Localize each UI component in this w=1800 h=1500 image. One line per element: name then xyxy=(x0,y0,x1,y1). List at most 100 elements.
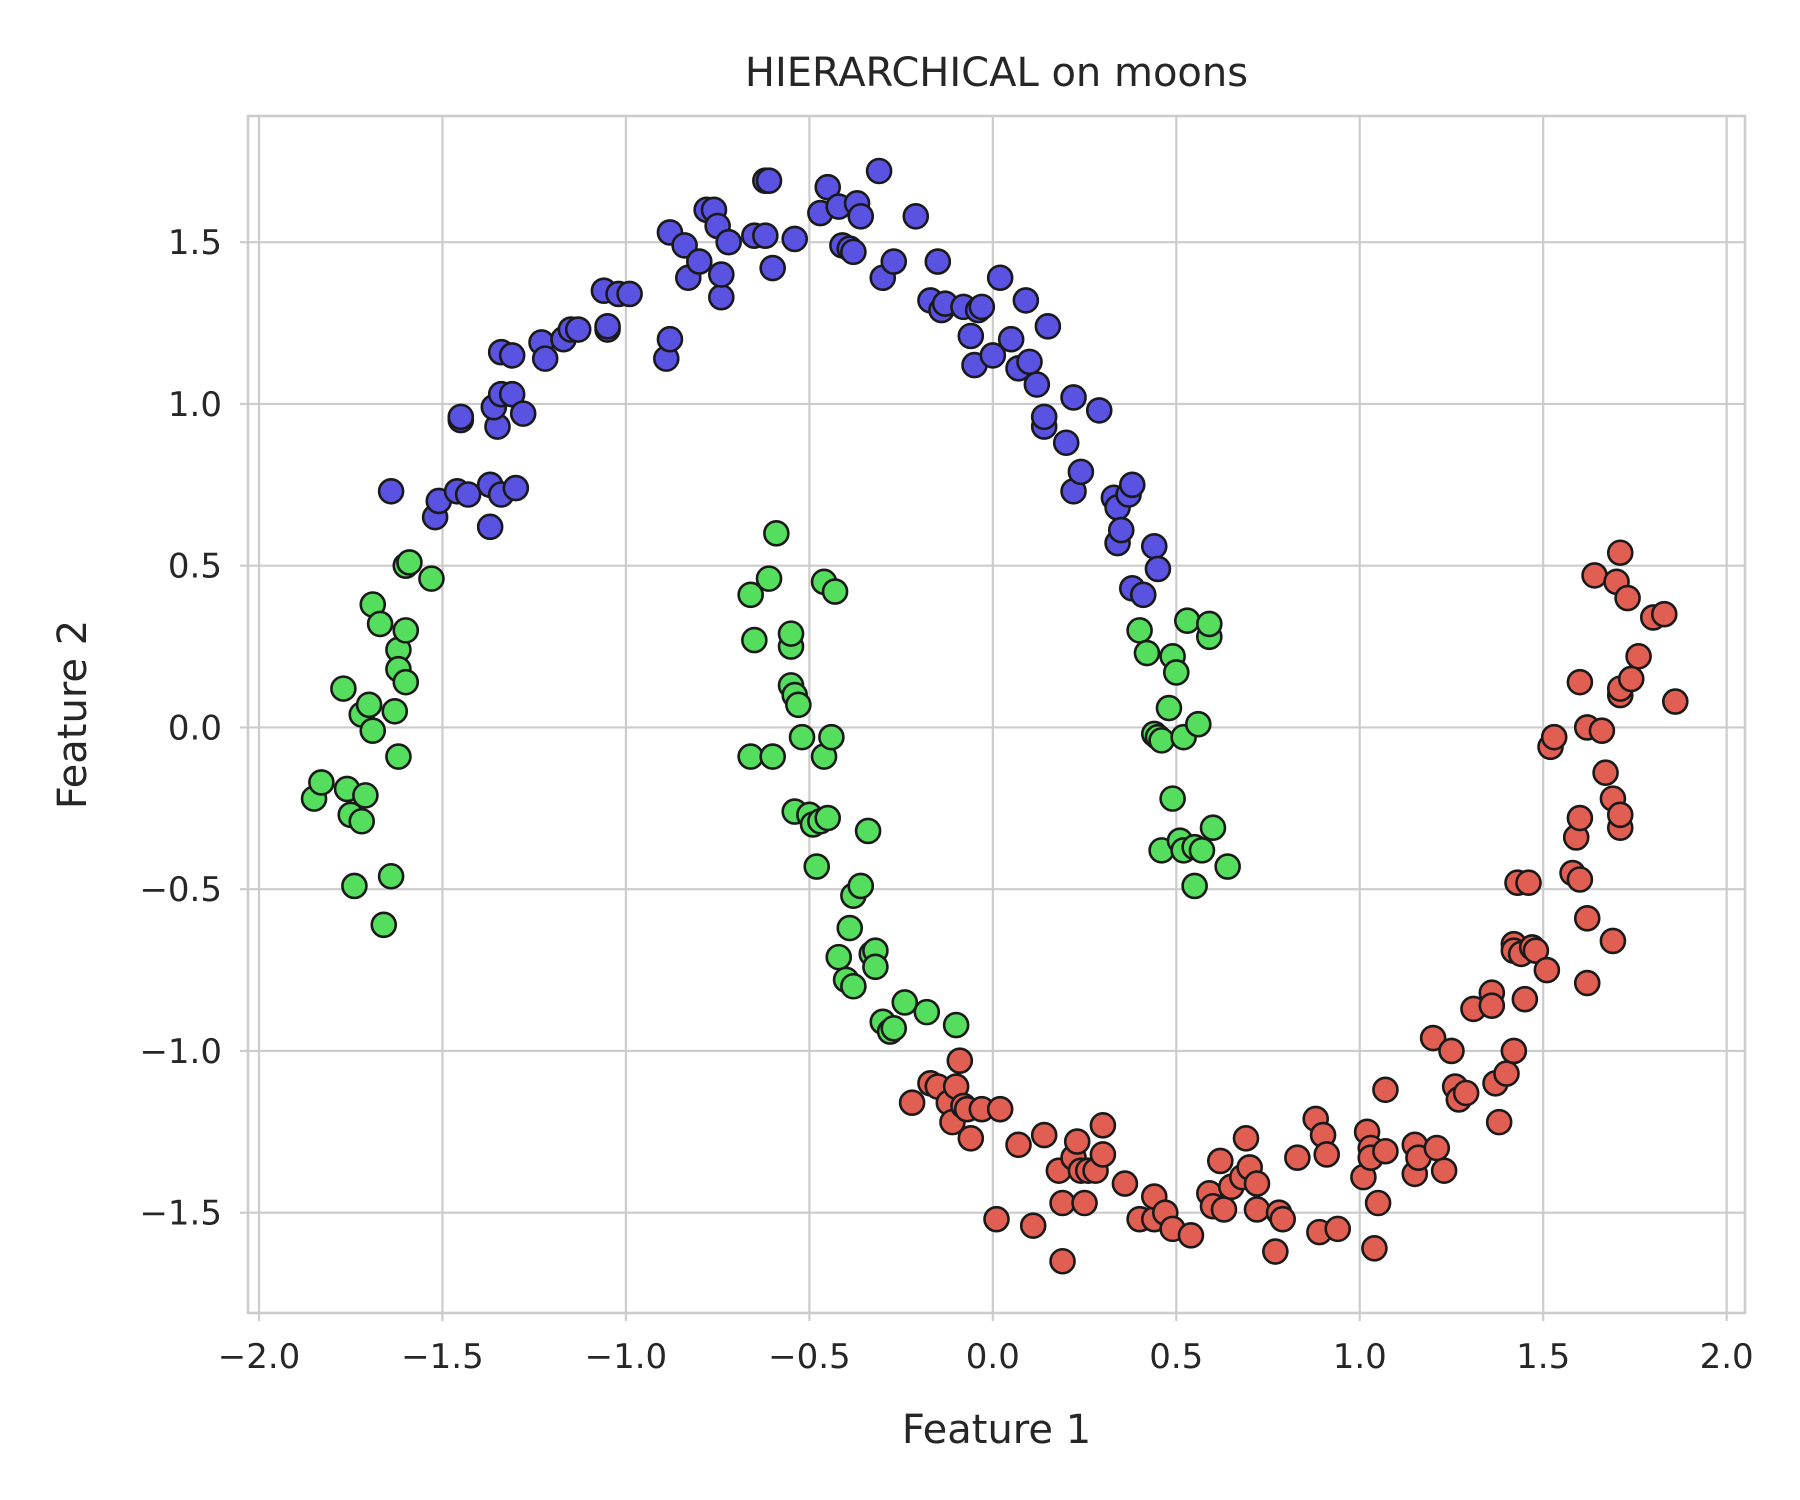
y-tick-label: −0.5 xyxy=(139,870,222,910)
data-point xyxy=(803,853,831,880)
data-point xyxy=(1284,1144,1311,1172)
data-point xyxy=(1650,600,1678,628)
data-point xyxy=(1606,539,1634,567)
data-point xyxy=(1140,532,1168,560)
data-point xyxy=(785,691,812,719)
data-point xyxy=(1243,1196,1271,1223)
data-point xyxy=(1162,659,1190,686)
data-point xyxy=(1625,642,1652,670)
data-point xyxy=(1181,872,1208,900)
data-point xyxy=(1478,992,1506,1019)
data-point xyxy=(1262,1238,1289,1265)
data-point xyxy=(1012,287,1040,314)
data-point xyxy=(1430,1157,1458,1184)
x-tick-label: 0.0 xyxy=(966,1337,1020,1377)
data-point xyxy=(377,862,405,890)
data-point xyxy=(1030,1121,1058,1149)
data-point xyxy=(1049,1247,1076,1275)
y-axis-label: Feature 2 xyxy=(50,620,96,809)
data-point xyxy=(968,293,996,321)
data-point xyxy=(1423,1134,1451,1162)
data-point xyxy=(1599,927,1627,955)
data-point xyxy=(814,804,842,832)
data-point xyxy=(1573,969,1601,997)
data-point xyxy=(1232,1125,1260,1152)
data-point xyxy=(741,626,768,654)
data-point xyxy=(1089,1141,1117,1168)
x-axis-label: Feature 1 xyxy=(902,1407,1091,1453)
data-point xyxy=(942,1011,970,1039)
data-point xyxy=(1133,639,1161,667)
data-point xyxy=(924,248,952,275)
data-point xyxy=(1372,1137,1399,1165)
data-point xyxy=(355,691,383,719)
data-point xyxy=(377,477,405,505)
x-tick-label: 1.5 xyxy=(1516,1337,1570,1377)
data-point xyxy=(1364,1189,1392,1217)
data-point xyxy=(1324,1215,1352,1243)
data-point xyxy=(1052,429,1080,457)
data-point xyxy=(370,911,398,939)
x-tick-label: −2.0 xyxy=(218,1337,301,1377)
data-point xyxy=(777,620,805,647)
data-point xyxy=(1243,1170,1271,1197)
data-point xyxy=(1661,688,1689,715)
data-point xyxy=(1019,1212,1047,1239)
data-point xyxy=(418,565,445,592)
data-point xyxy=(341,872,368,900)
data-point xyxy=(715,228,742,256)
data-point xyxy=(381,697,409,725)
data-point xyxy=(1606,801,1634,829)
data-point xyxy=(1085,397,1113,424)
data-point xyxy=(564,316,592,343)
data-point xyxy=(818,723,845,751)
data-point xyxy=(656,325,684,353)
y-tick-label: 1.0 xyxy=(168,385,222,425)
data-point xyxy=(1566,668,1594,696)
data-point xyxy=(509,400,537,427)
data-point xyxy=(836,914,864,942)
data-point xyxy=(1566,866,1594,893)
data-point xyxy=(1159,785,1186,812)
data-point xyxy=(957,1125,985,1152)
data-point xyxy=(366,610,394,638)
data-point xyxy=(781,225,808,253)
x-tick-label: −0.5 xyxy=(768,1337,851,1377)
data-point xyxy=(759,743,786,770)
data-point xyxy=(847,872,875,900)
data-point xyxy=(1500,1037,1528,1065)
data-point xyxy=(1533,956,1561,984)
data-point xyxy=(1060,384,1087,411)
data-point xyxy=(502,474,530,502)
data-point xyxy=(1177,1222,1205,1249)
data-point xyxy=(891,989,919,1016)
data-point xyxy=(396,549,423,576)
data-point xyxy=(1210,1196,1238,1223)
x-tick-label: 0.5 xyxy=(1149,1337,1203,1377)
data-point xyxy=(1173,607,1201,634)
data-point xyxy=(1515,869,1542,897)
data-point xyxy=(616,280,643,308)
data-point xyxy=(997,325,1025,353)
data-point xyxy=(1089,1112,1117,1139)
data-point xyxy=(979,342,1007,369)
data-point xyxy=(1016,348,1043,376)
data-point xyxy=(1588,717,1616,744)
data-point xyxy=(1493,1060,1520,1087)
axis-ticks: −2.0 −1.5 −1.0 −0.5 0.0 0.5 1.0 1.5 2.0 −1.5 −1.0 −… xyxy=(139,223,1753,1377)
data-point xyxy=(708,261,735,288)
data-point xyxy=(788,723,816,751)
data-point xyxy=(737,743,764,770)
x-tick-label: −1.0 xyxy=(585,1337,668,1377)
data-point xyxy=(1485,1108,1513,1136)
y-tick-label: −1.5 xyxy=(139,1194,222,1234)
data-point xyxy=(392,617,420,644)
data-point xyxy=(946,1047,974,1074)
data-point xyxy=(1129,581,1157,609)
data-point xyxy=(1617,665,1645,693)
data-point xyxy=(902,202,930,230)
data-point xyxy=(1592,759,1619,787)
data-point xyxy=(476,513,504,541)
data-point xyxy=(531,345,559,372)
data-point xyxy=(1067,458,1095,486)
